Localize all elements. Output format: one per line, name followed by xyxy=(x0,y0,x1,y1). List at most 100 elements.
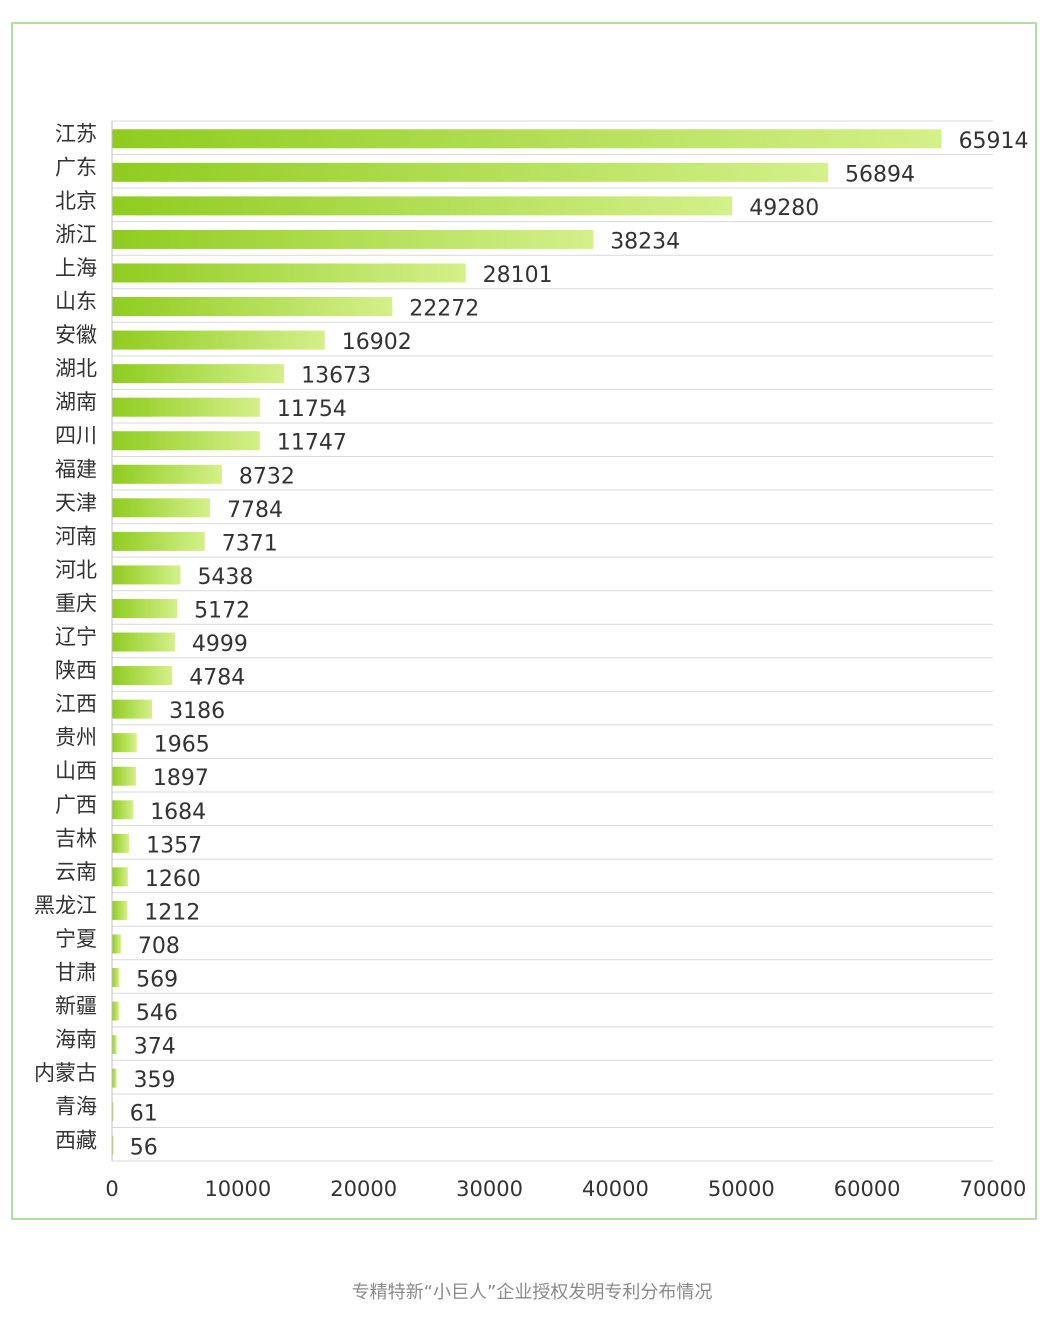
bar xyxy=(112,900,128,920)
bar xyxy=(112,531,205,551)
bar xyxy=(112,229,594,249)
bar xyxy=(112,364,285,384)
bar xyxy=(112,431,260,451)
bar xyxy=(112,867,128,887)
bar xyxy=(112,934,121,954)
bar xyxy=(112,632,175,652)
data-label: 13673 xyxy=(301,364,371,389)
data-label: 546 xyxy=(136,1001,178,1026)
data-label: 11754 xyxy=(277,397,347,422)
data-label: 28101 xyxy=(483,263,553,288)
bar xyxy=(112,263,466,283)
bar xyxy=(112,397,260,417)
data-label: 1212 xyxy=(144,900,200,925)
category-label: 广东 xyxy=(55,155,97,179)
bars xyxy=(112,129,942,1155)
category-label: 四川 xyxy=(55,424,97,448)
bar xyxy=(112,800,134,820)
category-label: 江苏 xyxy=(55,122,97,146)
category-label: 上海 xyxy=(55,256,97,280)
category-labels: 江苏广东北京浙江上海山东安徽湖北湖南四川福建天津河南河北重庆辽宁陕西江西贵州山西… xyxy=(34,122,97,1153)
category-label: 吉林 xyxy=(55,826,97,850)
bar xyxy=(112,699,153,719)
category-label: 安徽 xyxy=(55,323,97,347)
category-label: 陕西 xyxy=(55,659,97,683)
category-label: 北京 xyxy=(55,189,97,213)
category-label: 内蒙古 xyxy=(34,1061,97,1085)
bar xyxy=(112,766,136,786)
bar xyxy=(112,833,130,853)
category-label: 云南 xyxy=(55,860,97,884)
category-label: 青海 xyxy=(55,1095,97,1119)
data-label: 3186 xyxy=(169,699,225,724)
x-tick-label: 10000 xyxy=(204,1177,271,1201)
data-label: 56894 xyxy=(845,162,915,187)
bar xyxy=(112,1035,117,1055)
bar xyxy=(112,330,325,350)
bar xyxy=(112,666,173,686)
data-label: 374 xyxy=(134,1035,176,1060)
data-label: 16902 xyxy=(342,330,412,355)
data-label: 38234 xyxy=(610,229,680,254)
bar xyxy=(112,1102,114,1122)
chart-caption: 专精特新“小巨人”企业授权发明专利分布情况 xyxy=(351,1282,713,1303)
category-label: 新疆 xyxy=(55,994,97,1018)
bar xyxy=(112,464,222,484)
x-tick-label: 40000 xyxy=(582,1177,649,1201)
bar xyxy=(112,162,829,182)
category-label: 河北 xyxy=(55,558,97,582)
data-label: 5172 xyxy=(194,598,250,623)
x-tick-label: 70000 xyxy=(960,1177,1027,1201)
data-label: 4784 xyxy=(189,666,245,691)
x-tick-label: 60000 xyxy=(834,1177,901,1201)
bar xyxy=(112,565,181,585)
gridlines xyxy=(112,120,993,1162)
category-label: 江西 xyxy=(55,692,97,716)
bar xyxy=(112,1135,114,1155)
data-label: 61 xyxy=(130,1102,158,1127)
category-label: 黑龙江 xyxy=(34,893,97,917)
x-tick-label: 20000 xyxy=(330,1177,397,1201)
data-label: 359 xyxy=(134,1068,176,1093)
category-label: 河南 xyxy=(55,524,97,548)
data-label: 22272 xyxy=(409,297,479,322)
data-label: 7371 xyxy=(222,531,278,556)
bar xyxy=(112,297,393,317)
data-label: 4999 xyxy=(192,632,248,657)
x-tick-label: 50000 xyxy=(708,1177,775,1201)
category-label: 山东 xyxy=(55,290,97,314)
data-label: 708 xyxy=(138,934,180,959)
category-label: 西藏 xyxy=(55,1128,97,1152)
x-axis-ticks: 0 10000 20000 30000 40000 50000 60000 70000 xyxy=(105,1177,1026,1201)
data-label: 65914 xyxy=(959,129,1029,154)
category-label: 广西 xyxy=(55,793,97,817)
bar xyxy=(112,1068,117,1088)
category-label: 山西 xyxy=(55,759,97,783)
data-label: 49280 xyxy=(749,196,819,221)
category-label: 宁夏 xyxy=(55,927,97,951)
x-tick-label: 30000 xyxy=(456,1177,523,1201)
data-label: 5438 xyxy=(197,565,253,590)
category-label: 海南 xyxy=(55,1028,97,1052)
data-label: 56 xyxy=(130,1135,158,1160)
bar xyxy=(112,129,942,149)
data-label: 7784 xyxy=(227,498,283,523)
bar xyxy=(112,733,137,753)
category-label: 辽宁 xyxy=(55,625,97,649)
bar xyxy=(112,1001,119,1021)
data-label: 1357 xyxy=(146,833,202,858)
x-tick-label: 0 xyxy=(105,1177,118,1201)
data-label: 1897 xyxy=(153,766,209,791)
category-label: 福建 xyxy=(55,457,97,481)
bar xyxy=(112,598,178,618)
category-label: 湖北 xyxy=(55,357,97,381)
bar xyxy=(112,196,733,216)
category-label: 重庆 xyxy=(55,591,97,615)
bar xyxy=(112,968,120,988)
data-label: 569 xyxy=(136,968,178,993)
category-label: 湖南 xyxy=(55,390,97,414)
category-label: 贵州 xyxy=(55,726,97,750)
data-label: 11747 xyxy=(277,431,347,456)
